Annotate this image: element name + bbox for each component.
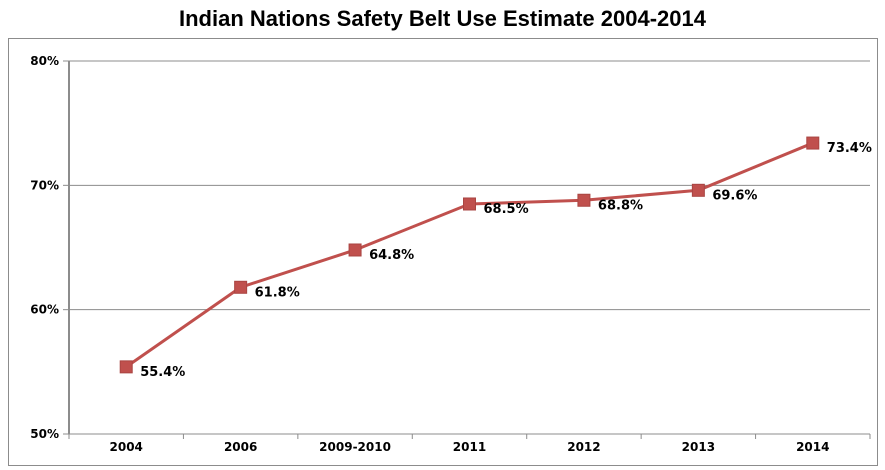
x-tick-label: 2011 <box>453 440 486 454</box>
x-tick-label: 2004 <box>110 440 143 454</box>
data-label: 64.8% <box>369 248 414 263</box>
data-label: 68.5% <box>484 202 529 217</box>
y-tick-label: 70% <box>30 178 59 192</box>
y-tick-label: 50% <box>30 427 59 441</box>
x-tick-label: 2014 <box>796 440 829 454</box>
x-tick-label: 2006 <box>224 440 257 454</box>
y-tick-label: 80% <box>30 54 59 68</box>
data-point-marker <box>691 183 705 197</box>
x-tick-label: 2013 <box>682 440 715 454</box>
y-tick-label: 60% <box>30 303 59 317</box>
data-label: 55.4% <box>140 365 185 380</box>
data-point-marker <box>348 243 362 257</box>
series-line <box>125 141 814 369</box>
data-label: 73.4% <box>827 141 872 156</box>
data-label: 69.6% <box>712 188 757 203</box>
chart-frame <box>8 38 878 466</box>
data-point-marker <box>577 193 591 207</box>
labels: 50% 60% 70% 80% 2004 2006 2009-2010 2011 2012 201… <box>30 54 872 454</box>
series-line <box>119 136 820 374</box>
data-point-marker <box>234 280 248 294</box>
x-tick-label: 2009-2010 <box>319 440 391 454</box>
data-point-marker <box>806 136 820 150</box>
data-label: 61.8% <box>255 285 300 300</box>
data-label: 68.8% <box>598 198 643 213</box>
data-point-marker <box>463 197 476 211</box>
x-tick-label: 2012 <box>567 440 600 454</box>
data-point-marker <box>119 360 133 374</box>
chart-title: Indian Nations Safety Belt Use Estimate … <box>179 6 706 31</box>
axes <box>63 60 871 439</box>
grid-lines <box>69 60 870 311</box>
